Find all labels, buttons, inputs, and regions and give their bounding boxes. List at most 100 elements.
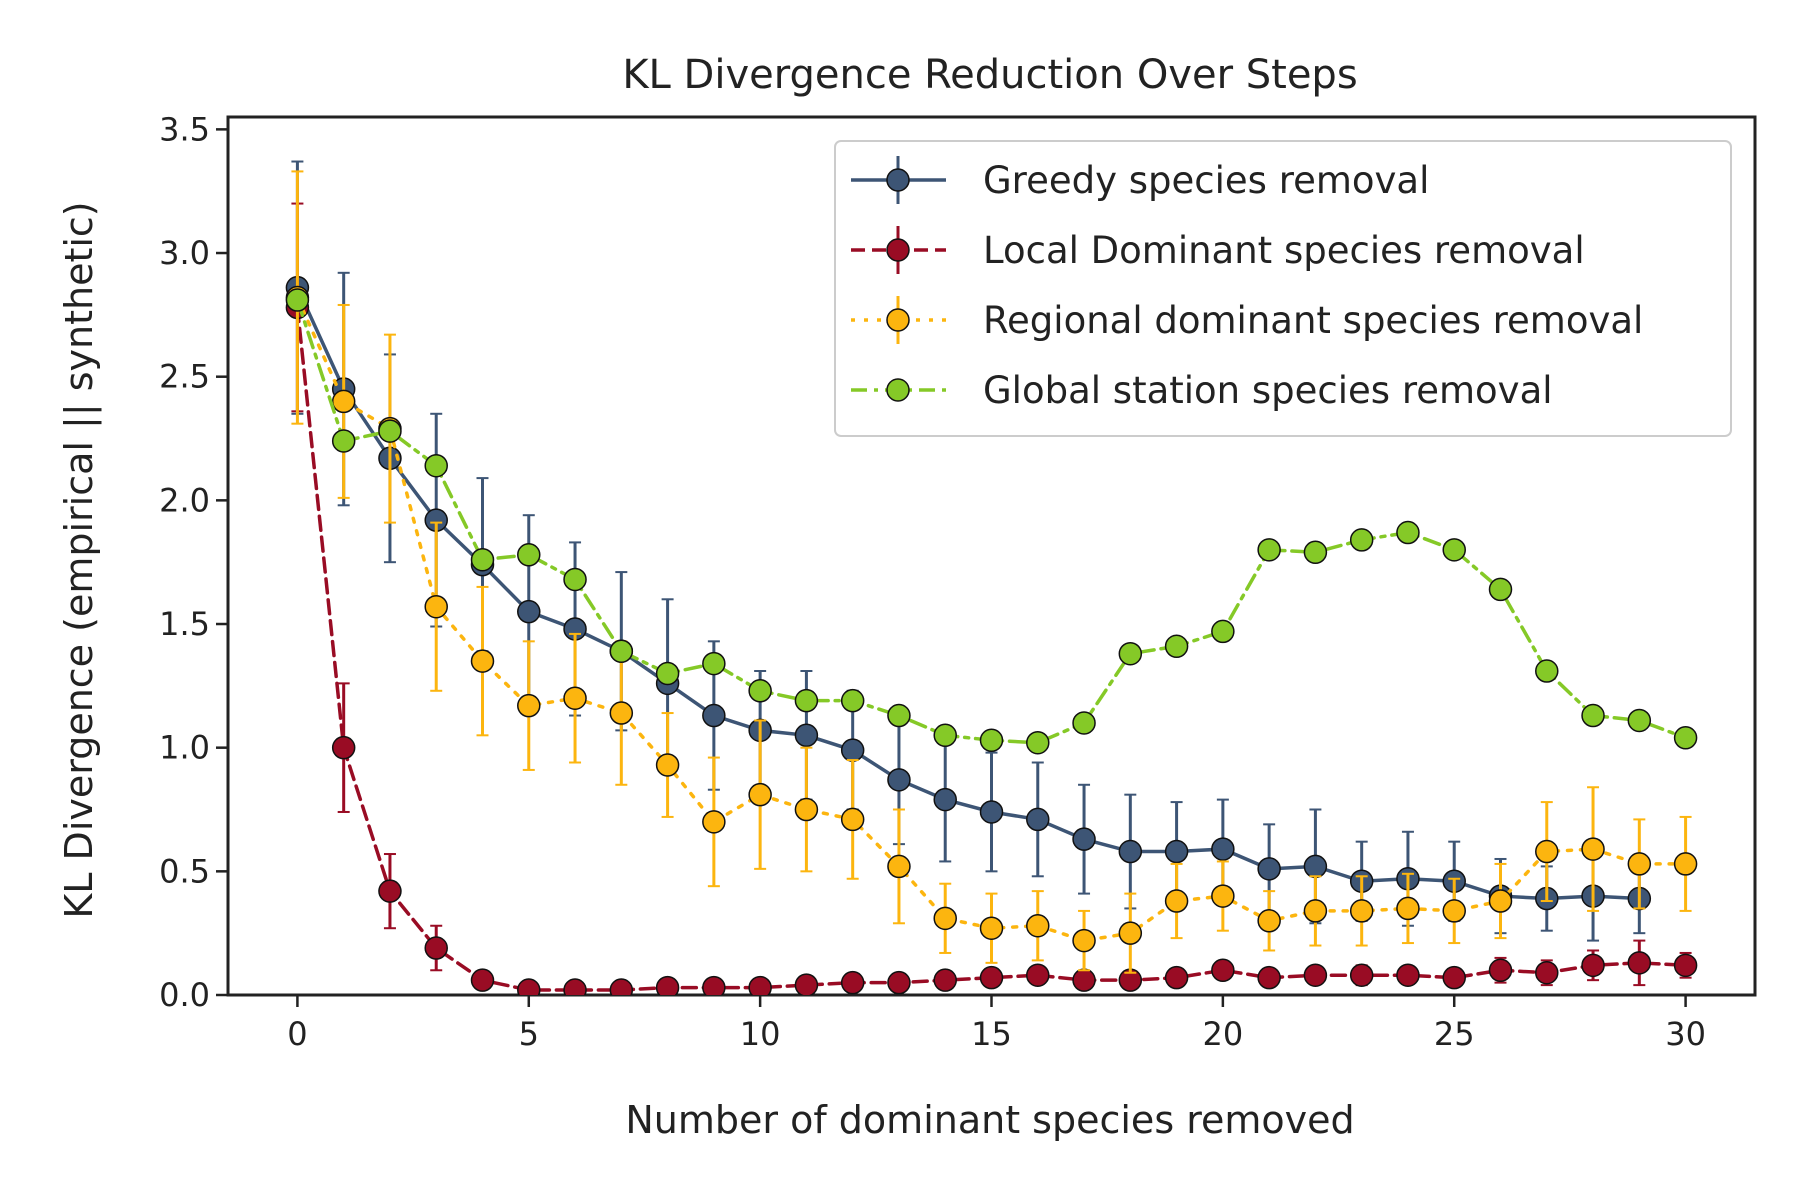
data-point	[1164, 634, 1189, 659]
data-point	[1396, 963, 1420, 987]
data-point	[1211, 619, 1235, 644]
data-point	[1257, 857, 1281, 881]
data-point	[1442, 899, 1466, 923]
data-point	[794, 973, 819, 995]
y-tick-label: 1.0	[159, 729, 210, 767]
y-tick-label: 3.5	[159, 110, 210, 148]
y-tick-label: 2.5	[159, 358, 210, 396]
data-point	[794, 797, 819, 822]
series-2	[285, 202, 1698, 995]
data-point	[1396, 520, 1420, 545]
data-point	[1072, 968, 1096, 992]
data-point	[517, 693, 541, 718]
data-point	[1488, 889, 1513, 913]
data-point	[794, 688, 819, 713]
y-tick-label: 2.0	[159, 481, 210, 519]
data-point	[887, 768, 911, 792]
data-point	[285, 288, 310, 312]
data-point	[1026, 807, 1050, 832]
data-point	[979, 965, 1004, 990]
data-point	[517, 599, 541, 624]
data-point	[1072, 711, 1096, 735]
data-point	[1164, 965, 1189, 990]
data-point	[1118, 839, 1143, 864]
data-point	[979, 800, 1004, 824]
data-point	[979, 916, 1004, 940]
data-point	[748, 975, 772, 995]
data-point	[840, 738, 865, 762]
series-layer	[285, 160, 1698, 995]
legend-item-3: Regional dominant species removal	[851, 296, 1643, 344]
data-point	[1072, 928, 1096, 953]
data-point	[424, 594, 448, 619]
data-point	[331, 389, 356, 414]
x-tick-label: 10	[740, 1015, 781, 1053]
data-point	[1627, 852, 1652, 876]
data-point	[748, 679, 772, 703]
data-point	[887, 854, 911, 879]
legend-label: Greedy species removal	[983, 159, 1429, 202]
data-point	[1442, 538, 1466, 562]
data-point	[887, 703, 911, 728]
data-point	[1535, 839, 1559, 864]
chart-title: KL Divergence Reduction Over Steps	[622, 52, 1357, 98]
data-point	[609, 701, 634, 725]
plot-area: 0.0 0.5 1.0 1.5 2.0 2.5 3.0 3.5 0 5 10 15 20 25 30	[159, 110, 1757, 1053]
data-point	[1673, 953, 1698, 978]
data-point	[655, 753, 680, 777]
data-point	[1488, 577, 1513, 602]
data-point	[609, 639, 634, 663]
data-point	[1535, 960, 1559, 985]
data-point	[933, 723, 957, 748]
data-point	[1349, 528, 1374, 552]
legend-label: Regional dominant species removal	[983, 299, 1643, 342]
y-axis-label: KL Divergence (empirical || synthetic)	[57, 201, 102, 918]
data-point	[702, 975, 726, 995]
data-point	[1349, 899, 1374, 923]
data-point	[470, 547, 495, 572]
legend-label: Local Dominant species removal	[983, 229, 1585, 272]
data-point	[655, 661, 680, 686]
data-point	[1673, 852, 1698, 876]
data-point	[1211, 958, 1235, 983]
data-point	[563, 686, 587, 710]
data-point	[702, 810, 726, 834]
series-4	[285, 288, 1698, 755]
legend-item-1: Greedy species removal	[851, 156, 1429, 204]
x-axis-label: Number of dominant species removed	[625, 1098, 1354, 1142]
data-point	[1673, 726, 1698, 750]
data-point	[1627, 708, 1652, 733]
data-point	[887, 970, 911, 995]
x-tick-label: 25	[1434, 1015, 1475, 1053]
data-point	[1535, 659, 1559, 683]
data-point	[609, 978, 634, 995]
data-point	[1257, 965, 1281, 990]
y-tick-label: 3.0	[159, 234, 210, 272]
data-point	[1072, 827, 1096, 851]
data-point	[1118, 641, 1143, 666]
data-point	[1581, 703, 1605, 728]
data-point	[1488, 958, 1513, 983]
data-point	[517, 543, 541, 567]
data-point	[1118, 921, 1143, 945]
data-point	[1303, 854, 1328, 879]
data-point	[840, 807, 865, 832]
x-tick-label: 0	[287, 1015, 307, 1053]
legend-label: Global station species removal	[983, 369, 1553, 412]
data-point	[1164, 839, 1189, 864]
data-point	[1396, 896, 1420, 921]
data-point	[979, 728, 1004, 753]
data-point	[331, 735, 356, 760]
x-tick-label: 20	[1203, 1015, 1244, 1053]
x-tick-label: 15	[971, 1015, 1012, 1053]
y-tick-label: 0.0	[159, 976, 210, 1014]
x-tick-label: 30	[1665, 1015, 1706, 1053]
data-point	[378, 419, 402, 443]
data-point	[933, 787, 957, 812]
data-point	[378, 879, 402, 903]
data-point	[1442, 965, 1466, 990]
x-tick-label: 5	[519, 1015, 539, 1053]
data-point	[1627, 951, 1652, 975]
